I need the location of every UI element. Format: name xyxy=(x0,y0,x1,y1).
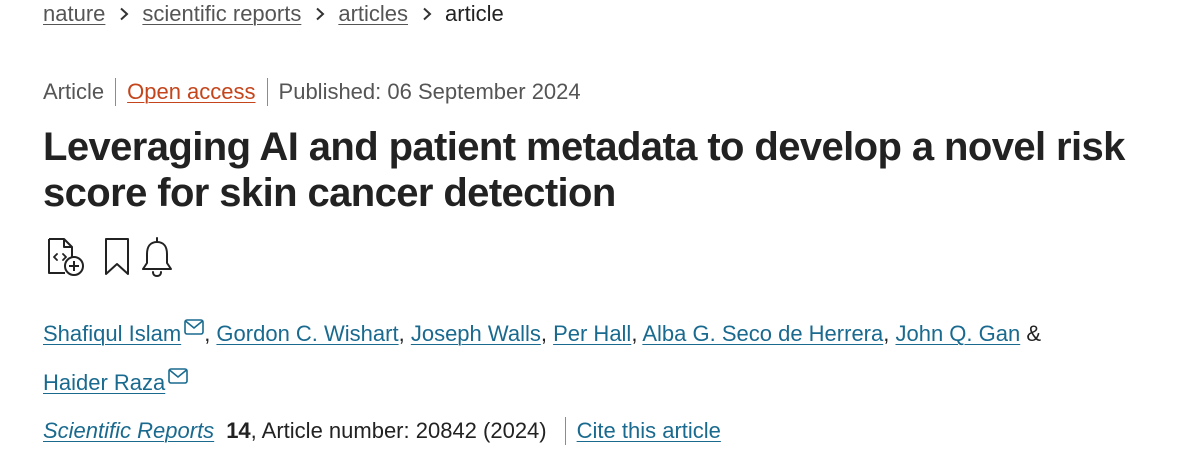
chevron-right-icon xyxy=(422,7,432,21)
author-link[interactable]: Shafiqul Islam xyxy=(43,321,182,346)
chevron-right-icon xyxy=(119,7,129,21)
file-code-plus-icon[interactable] xyxy=(43,236,87,278)
article-meta: Article Open access Published: 06 Septem… xyxy=(43,78,581,106)
author-link[interactable]: Joseph Walls xyxy=(410,321,541,346)
bell-icon[interactable] xyxy=(137,236,177,278)
author-link[interactable]: Haider Raza xyxy=(43,370,166,395)
citation-row: Scientific Reports 14 , Article number: … xyxy=(43,416,721,446)
meta-divider xyxy=(266,78,268,106)
journal-volume: 14 xyxy=(226,418,251,443)
envelope-icon[interactable] xyxy=(184,306,204,349)
author-separator: , xyxy=(883,321,896,346)
journal-link[interactable]: Scientific Reports xyxy=(43,418,215,443)
article-actions xyxy=(43,236,177,278)
article-number: , Article number: 20842 (2024) xyxy=(250,418,547,443)
author-separator: , xyxy=(631,321,643,346)
cite-divider xyxy=(564,417,566,445)
open-access-link[interactable]: Open access xyxy=(127,79,256,104)
chevron-right-icon xyxy=(315,7,325,21)
author-list: Shafiqul Islam, Gordon C. Wishart, Josep… xyxy=(43,306,1143,404)
envelope-icon[interactable] xyxy=(168,355,189,398)
published-date: Published: 06 September 2024 xyxy=(278,79,581,104)
author-link[interactable]: Per Hall xyxy=(553,321,632,346)
meta-divider xyxy=(115,78,117,106)
author-separator: , xyxy=(398,321,411,346)
breadcrumb-link-nature[interactable]: nature xyxy=(43,1,106,26)
bookmark-icon[interactable] xyxy=(97,236,137,278)
author-link[interactable]: John Q. Gan xyxy=(895,321,1021,346)
breadcrumb-link-articles[interactable]: articles xyxy=(338,1,409,26)
author-separator: & xyxy=(1020,321,1042,346)
article-title: Leveraging AI and patient metadata to de… xyxy=(43,125,1125,215)
breadcrumb-link-scientific-reports[interactable]: scientific reports xyxy=(142,1,302,26)
cite-this-article-link[interactable]: Cite this article xyxy=(576,418,721,443)
author-separator: , xyxy=(204,321,217,346)
author-separator: , xyxy=(540,321,554,346)
breadcrumb-current: article xyxy=(445,1,504,26)
article-type: Article xyxy=(43,79,105,104)
breadcrumb: nature scientific reports articles artic… xyxy=(43,0,504,28)
author-link[interactable]: Gordon C. Wishart xyxy=(216,321,399,346)
author-link[interactable]: Alba G. Seco de Herrera xyxy=(642,321,884,346)
